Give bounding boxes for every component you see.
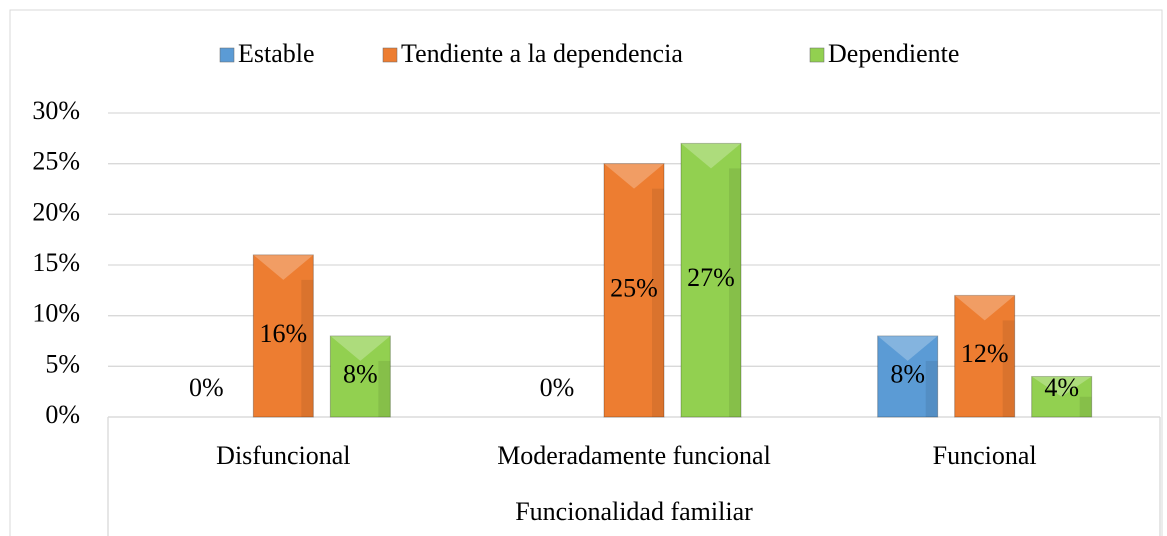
bar — [954, 294, 1016, 418]
data-label: 8% — [343, 359, 378, 388]
bar-shade — [378, 360, 391, 417]
x-tick-label: Funcional — [933, 441, 1037, 470]
x-axis-title: Funcionalidad familiar — [515, 497, 753, 526]
x-tick-label: Moderadamente funcional — [497, 441, 771, 470]
legend-label: Dependiente — [828, 39, 959, 68]
bar-bevel — [681, 143, 741, 169]
bar — [252, 254, 314, 418]
bar-shade — [729, 168, 741, 417]
y-tick-label: 0% — [45, 400, 80, 429]
y-tick-label: 10% — [32, 299, 80, 328]
chart-border — [9, 9, 1163, 536]
bar-bevel — [604, 163, 664, 189]
y-tick-label: 15% — [32, 248, 80, 277]
bar-shade — [1002, 320, 1015, 417]
data-label: 12% — [961, 339, 1009, 368]
bar-shade — [925, 360, 938, 417]
y-tick-label: 5% — [45, 349, 80, 378]
legend-swatch — [382, 47, 398, 63]
data-label: 27% — [687, 263, 735, 292]
bar-shade — [652, 188, 664, 417]
x-tick-label: Disfuncional — [216, 441, 350, 470]
data-label: 4% — [1044, 373, 1079, 402]
bar-shade — [301, 279, 314, 417]
data-label: 8% — [890, 359, 925, 388]
bar — [877, 335, 939, 418]
bar-shade — [1079, 396, 1092, 417]
y-tick-label: 25% — [32, 147, 80, 176]
legend-label: Tendiente a la dependencia — [401, 39, 683, 68]
legend-label: Estable — [238, 39, 315, 68]
y-tick-label: 20% — [32, 197, 80, 226]
bar — [680, 142, 742, 418]
data-label: 25% — [610, 273, 658, 302]
bar-bevel — [330, 335, 391, 361]
data-label: 0% — [189, 373, 224, 402]
bar-bevel — [253, 254, 314, 280]
legend: Estable Tendiente a la dependencia Dependi… — [219, 39, 959, 68]
legend-swatch — [219, 47, 235, 63]
bar — [329, 335, 391, 418]
bar-bevel — [1031, 376, 1092, 397]
y-tick-label: 30% — [32, 96, 80, 125]
bar-bevel — [954, 295, 1015, 321]
data-label: 0% — [540, 373, 575, 402]
bar — [603, 163, 665, 418]
bar — [1031, 375, 1093, 418]
bar-bevel — [877, 335, 938, 361]
legend-swatch — [809, 47, 825, 63]
data-label: 16% — [259, 319, 307, 348]
